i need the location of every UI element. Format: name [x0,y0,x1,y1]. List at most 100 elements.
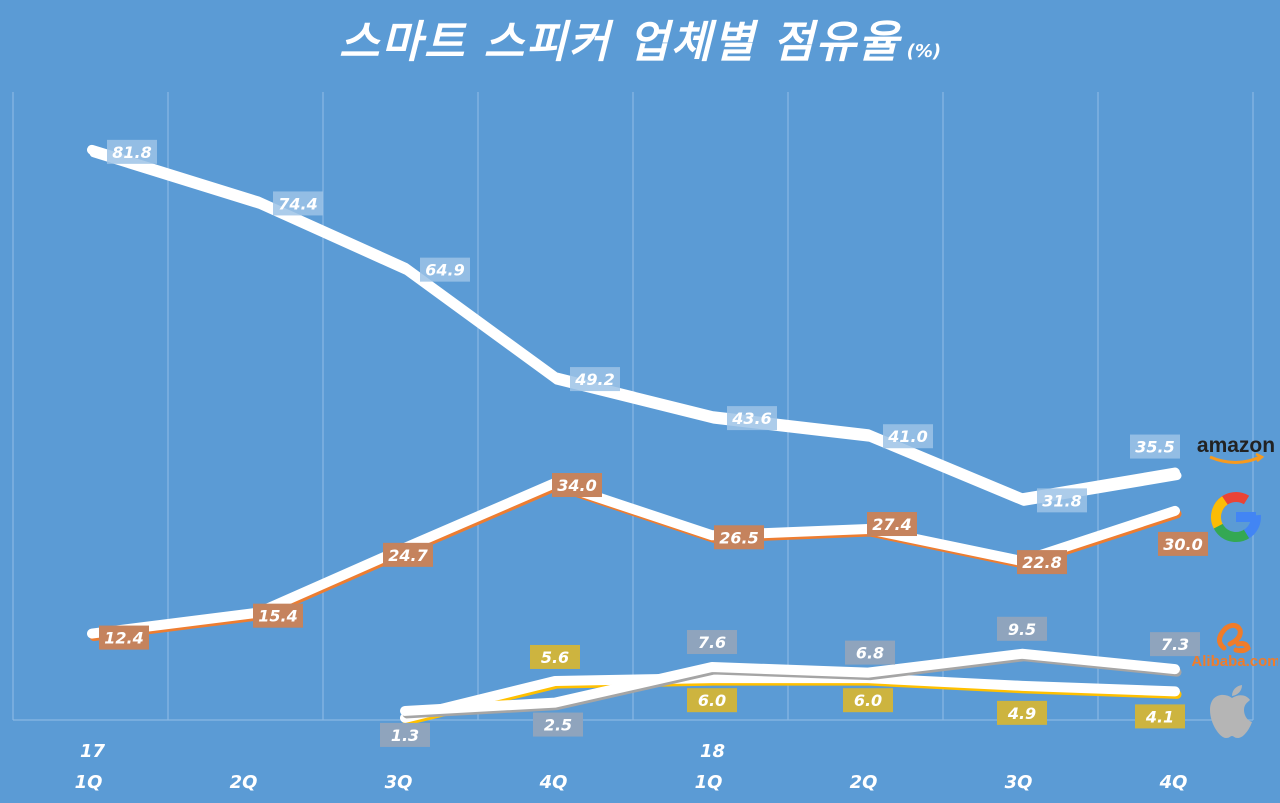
x-tick-label: 3Q [385,772,413,793]
data-label: 7.6 [687,630,737,655]
data-label-text: 49.2 [574,370,614,389]
data-label: 74.4 [273,191,323,216]
data-label: 4.1 [1135,704,1185,729]
series-line [400,648,1180,716]
data-label-box [845,640,895,665]
chart-title-text: 스마트 스피커 업체별 점유율 [338,17,901,68]
data-label-text: 22.8 [1022,553,1061,572]
legend-amazon: amazon [1196,432,1276,468]
x-tick-label: 4Q [539,772,568,793]
data-label-box [380,722,430,747]
data-label-text: 12.4 [104,629,143,648]
data-label: 6.0 [843,688,893,713]
data-label: 64.9 [420,257,470,282]
gridlines [12,92,1254,721]
data-label-text: 31.8 [1042,491,1081,510]
svg-text:amazon: amazon [1197,434,1275,457]
data-label: 27.4 [867,512,917,537]
amazon-logo-icon: amazon [1197,434,1275,464]
data-label: 49.2 [570,367,620,392]
data-label-box [533,712,583,737]
data-label-text: 64.9 [425,261,464,280]
data-label: 4.9 [997,700,1047,725]
data-label: 7.3 [1150,632,1200,657]
data-label-box [883,424,933,449]
data-label-box [99,625,149,650]
data-label-box [383,542,433,567]
data-label-text: 4.1 [1145,707,1174,726]
data-label-text: 6.0 [854,691,882,710]
google-logo-icon [1211,492,1261,542]
chart-unit: (%) [906,41,942,62]
data-label-text: 27.4 [872,515,911,534]
data-label-box [107,139,157,164]
series-line [400,673,1180,723]
x-tick-label: 3Q [1005,772,1033,793]
data-label-text: 30.0 [1163,535,1202,554]
data-label-text: 9.5 [1008,620,1036,639]
data-label: 24.7 [383,542,433,567]
data-label-box [1130,434,1180,459]
data-label-box [1150,632,1200,657]
data-label: 43.6 [727,406,777,431]
data-label-text: 74.4 [278,194,317,213]
data-label-box [1158,531,1208,556]
data-label: 34.0 [552,473,602,498]
data-label-text: 6.0 [698,691,726,710]
svg-text:Alibaba.com: Alibaba.com [1192,653,1278,670]
data-label-text: 1.3 [391,726,419,745]
data-label: 6.8 [845,640,895,665]
data-label-text: 41.0 [887,427,927,446]
data-label-text: 6.8 [856,644,884,663]
data-label-box [687,688,737,713]
data-label-text: 24.7 [388,546,428,565]
data-label: 6.0 [687,688,737,713]
data-labels: 81.8 74.4 64.9 49.2 43.6 41.0 31.8 35.5 12.4 15.4… [99,139,1208,747]
data-label-text: 81.8 [112,143,151,162]
data-label-box [570,367,620,392]
series-line [87,478,1180,639]
x-year-label: 17 [80,741,106,762]
data-label-box [253,603,303,628]
data-label-box [867,512,917,537]
data-label: 41.0 [883,424,933,449]
data-label-text: 4.9 [1007,704,1036,723]
data-label-text: 7.3 [1161,635,1189,654]
data-label-box [714,525,764,550]
data-label-text: 5.6 [541,648,569,667]
legend-google [1208,489,1264,545]
data-label-box [843,688,893,713]
legend-alibaba: Alibaba.com [1191,620,1280,672]
series-amazon [87,144,1182,506]
data-label-box [552,473,602,498]
x-tick-label: 1Q [75,772,103,793]
chart-title: 스마트 스피커 업체별 점유율 (%) [0,6,1280,70]
legend-apple [1206,680,1258,742]
data-label-box [530,644,580,669]
data-label-box [687,630,737,655]
data-label-text: 2.5 [544,716,572,735]
data-label-box [997,616,1047,641]
data-label: 81.8 [107,139,157,164]
data-label: 12.4 [99,625,149,650]
x-year-label: 18 [700,741,725,762]
data-label-box [273,191,323,216]
x-tick-label: 2Q [850,772,878,793]
apple-logo-icon [1210,685,1252,738]
data-label-text: 26.5 [719,528,758,547]
x-tick-label: 4Q [1159,772,1188,793]
data-label-text: 34.0 [557,476,596,495]
data-label-box [420,257,470,282]
data-label-box [1135,704,1185,729]
data-label: 1.3 [380,722,430,747]
data-label: 35.5 [1130,434,1180,459]
data-label: 30.0 [1158,531,1208,556]
x-tick-label: 2Q [230,772,258,793]
data-label-text: 15.4 [258,607,297,626]
data-label-text: 43.6 [731,409,771,428]
data-label: 31.8 [1037,488,1087,513]
series-alibabacom [400,648,1182,719]
data-label-box [1037,488,1087,513]
x-axis: 1Q 17 2Q 3Q 4Q 1Q 18 2Q 3Q 4Q [75,741,1188,793]
